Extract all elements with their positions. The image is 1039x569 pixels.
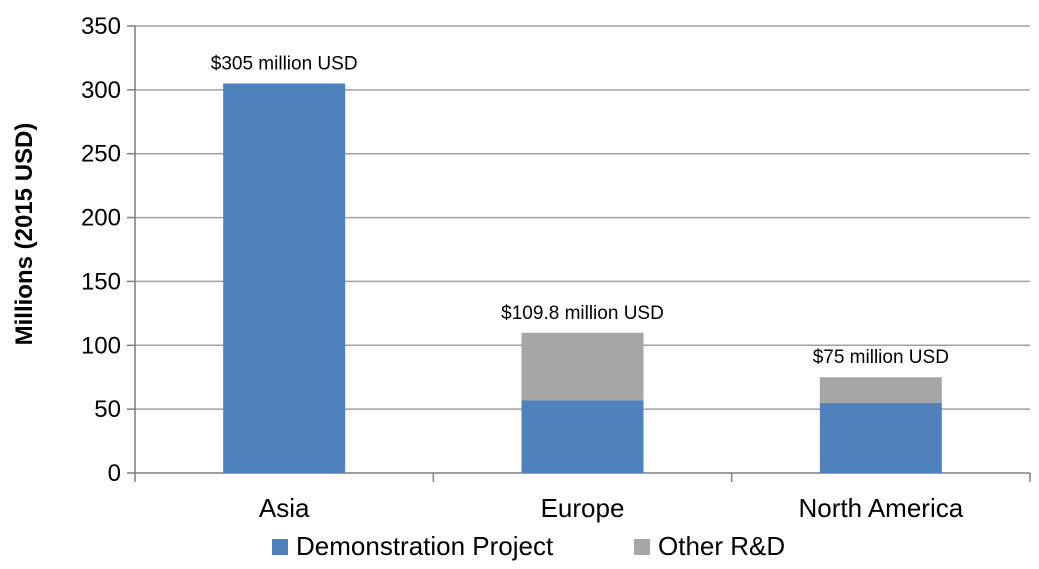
bar-asia-demonstration-project bbox=[223, 83, 346, 473]
y-tick-label: 350 bbox=[81, 13, 121, 40]
x-tick-label-europe: Europe bbox=[541, 493, 625, 523]
bar-north-america-demonstration-project bbox=[819, 402, 942, 473]
bar-europe-demonstration-project bbox=[521, 400, 644, 473]
legend-swatch-demonstration-project bbox=[272, 539, 288, 555]
legend-swatch-other-r-d bbox=[634, 539, 650, 555]
bar-europe-other-r-d bbox=[521, 332, 644, 401]
y-tick-label: 100 bbox=[81, 332, 121, 359]
legend-label-other-r-d: Other R&D bbox=[658, 531, 785, 561]
legend: Demonstration Project Other R&D bbox=[272, 531, 785, 561]
y-tick-label: 300 bbox=[81, 77, 121, 104]
y-tick-label: 200 bbox=[81, 205, 121, 232]
data-label-europe: $109.8 million USD bbox=[501, 303, 664, 324]
bars bbox=[223, 83, 942, 473]
data-label-asia: $305 million USD bbox=[211, 53, 358, 74]
bar-north-america-other-r-d bbox=[819, 377, 942, 403]
data-label-north-america: $75 million USD bbox=[813, 347, 949, 368]
y-tick-label: 0 bbox=[108, 460, 121, 487]
x-tick-labels: Asia Europe North America bbox=[259, 493, 964, 523]
y-tick-labels: 0 50 100 150 200 250 300 350 bbox=[81, 13, 121, 487]
legend-label-demonstration-project: Demonstration Project bbox=[296, 531, 554, 561]
y-tick-label: 150 bbox=[81, 268, 121, 295]
y-axis-title: Millions (2015 USD) bbox=[11, 123, 38, 346]
x-tick-label-asia: Asia bbox=[259, 493, 310, 523]
y-tick-label: 50 bbox=[94, 396, 121, 423]
y-tick-label: 250 bbox=[81, 141, 121, 168]
x-tick-label-north-america: North America bbox=[798, 493, 963, 523]
data-labels: $305 million USD $109.8 million USD $75 mi… bbox=[211, 53, 949, 368]
